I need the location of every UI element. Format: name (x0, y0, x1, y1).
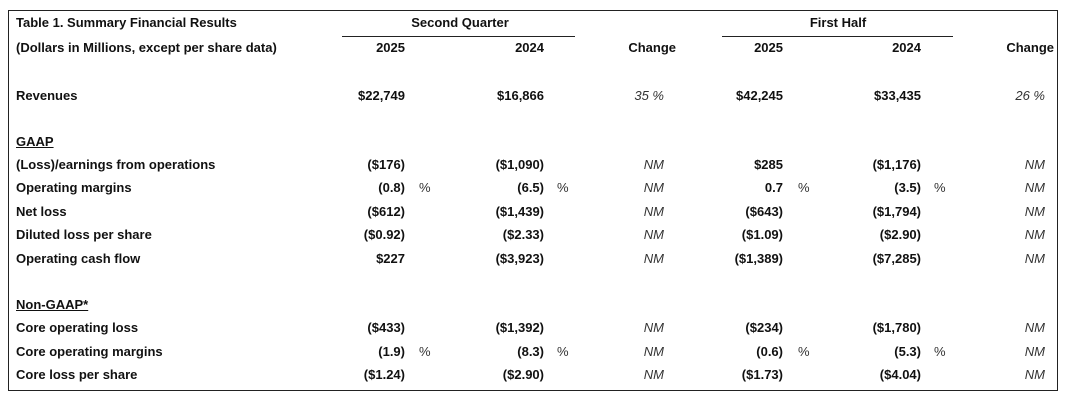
change-cell: NM (1024, 344, 1045, 359)
cell-value: $16,866 (497, 88, 544, 103)
row-label: Net loss (16, 204, 67, 219)
cell-unit: % (934, 180, 946, 195)
change-cell: NM (1024, 251, 1045, 266)
cell-value: $42,245 (736, 88, 783, 103)
cell-value: ($234) (745, 320, 783, 335)
cell-value: ($433) (367, 320, 405, 335)
row-label: Operating cash flow (16, 251, 141, 266)
cell-value: ($2.33) (502, 227, 544, 242)
cell-unit: % (934, 344, 946, 359)
cell-unit: % (557, 344, 569, 359)
change-cell: NM (1024, 367, 1045, 382)
change-cell: NM (643, 251, 664, 266)
cell-value: ($1,780) (872, 320, 921, 335)
section-title: Non-GAAP* (16, 297, 89, 312)
change-cell: 26 % (1015, 88, 1045, 103)
cell-value: (0.6) (756, 344, 783, 359)
section-title: GAAP (16, 134, 54, 149)
change-cell: NM (1024, 227, 1045, 242)
cell-value: ($643) (745, 204, 783, 219)
cell-value: (0.8) (378, 180, 405, 195)
cell-unit: % (419, 344, 431, 359)
change-cell: NM (1024, 157, 1045, 172)
cell-unit: % (798, 344, 810, 359)
cell-value: $285 (754, 157, 783, 172)
cell-value: (3.5) (894, 180, 921, 195)
cell-value: ($1,090) (495, 157, 544, 172)
cell-value: ($3,923) (495, 251, 544, 266)
group-rule (342, 36, 575, 37)
change-cell: NM (643, 204, 664, 219)
column-header: Change (1006, 40, 1054, 55)
cell-value: ($1.73) (741, 367, 783, 382)
cell-unit: % (419, 180, 431, 195)
change-cell: NM (643, 180, 664, 195)
cell-value: ($2.90) (502, 367, 544, 382)
change-cell: NM (1024, 180, 1045, 195)
change-cell: 35 % (634, 88, 664, 103)
column-group: First Half (809, 15, 867, 30)
cell-value: ($1,794) (872, 204, 921, 219)
cell-value: $227 (376, 251, 405, 266)
change-cell: NM (643, 320, 664, 335)
table-title: Table 1. Summary Financial Results (16, 15, 237, 30)
cell-value: ($7,285) (872, 251, 921, 266)
table-subtitle: (Dollars in Millions, except per share d… (16, 40, 277, 55)
change-cell: NM (643, 344, 664, 359)
row-label: Core operating loss (16, 320, 139, 335)
change-cell: NM (643, 157, 664, 172)
cell-value: ($0.92) (363, 227, 405, 242)
cell-value: $33,435 (874, 88, 921, 103)
column-header: 2025 (376, 40, 405, 55)
row-label: Revenues (16, 88, 78, 103)
column-header: Change (628, 40, 676, 55)
cell-value: (6.5) (517, 180, 544, 195)
cell-value: (5.3) (894, 344, 921, 359)
row-label: (Loss)/earnings from operations (16, 157, 216, 172)
cell-value: ($1,176) (872, 157, 921, 172)
table-border (8, 10, 1058, 391)
row-label: Operating margins (16, 180, 132, 195)
change-cell: NM (1024, 204, 1045, 219)
cell-value: ($1,392) (495, 320, 544, 335)
column-header: 2024 (515, 40, 544, 55)
cell-value: ($4.04) (879, 367, 921, 382)
cell-value: ($2.90) (879, 227, 921, 242)
cell-value: ($1,389) (734, 251, 783, 266)
cell-value: ($176) (367, 157, 405, 172)
cell-value: (8.3) (517, 344, 544, 359)
row-label: Core operating margins (16, 344, 163, 359)
group-rule (722, 36, 953, 37)
cell-value: ($612) (367, 204, 405, 219)
row-label: Diluted loss per share (16, 227, 152, 242)
cell-value: 0.7 (764, 180, 783, 195)
cell-unit: % (557, 180, 569, 195)
change-cell: NM (643, 367, 664, 382)
cell-value: ($1.24) (363, 367, 405, 382)
column-header: 2024 (892, 40, 921, 55)
row-label: Core loss per share (16, 367, 138, 382)
cell-value: ($1,439) (495, 204, 544, 219)
column-header: 2025 (754, 40, 783, 55)
cell-value: ($1.09) (741, 227, 783, 242)
change-cell: NM (643, 227, 664, 242)
column-group: Second Quarter (411, 15, 509, 30)
change-cell: NM (1024, 320, 1045, 335)
cell-value: (1.9) (378, 344, 405, 359)
cell-value: $22,749 (358, 88, 405, 103)
cell-unit: % (798, 180, 810, 195)
